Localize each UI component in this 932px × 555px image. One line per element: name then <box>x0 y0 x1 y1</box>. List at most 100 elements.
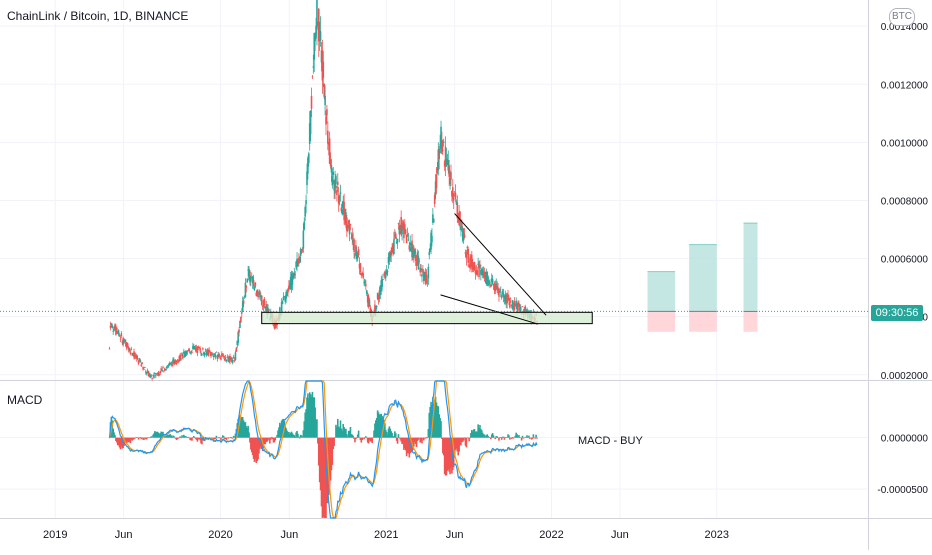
candle-body <box>165 367 168 368</box>
macd-histogram-bar <box>478 428 480 438</box>
candle-body <box>475 270 478 272</box>
candle-body <box>476 270 479 275</box>
macd-histogram-bar <box>108 437 111 439</box>
candle-body <box>136 358 139 359</box>
macd-histogram-bar <box>312 397 315 438</box>
macd-histogram-bar <box>387 428 390 438</box>
macd-histogram-bar <box>367 437 370 444</box>
macd-histogram-bar <box>144 437 147 440</box>
macd-histogram-bar <box>524 437 527 438</box>
candle-body <box>250 277 253 278</box>
macd-histogram-bar <box>322 437 325 517</box>
macd-histogram-bar <box>183 434 185 438</box>
candle-body <box>204 348 207 350</box>
macd-histogram-bar <box>232 435 235 438</box>
candle-body <box>481 273 484 276</box>
macd-histogram-bar <box>414 437 417 444</box>
candle-body <box>192 346 194 349</box>
macd-histogram-bar <box>441 437 443 439</box>
candle-body <box>226 357 229 358</box>
candle-body <box>428 252 431 256</box>
candle-body <box>174 360 177 364</box>
candle-body <box>170 362 172 366</box>
candle-body <box>212 353 214 355</box>
candle-body <box>468 264 470 266</box>
candle-body <box>505 296 508 304</box>
candle-body <box>253 286 256 290</box>
candle-body <box>441 140 443 152</box>
candle-body <box>478 264 480 278</box>
candle-body <box>421 274 423 277</box>
candle-body <box>429 247 431 252</box>
macd-histogram-bar <box>518 435 520 438</box>
candle-body <box>121 341 124 343</box>
candle-body <box>384 271 386 275</box>
macd-histogram-bar <box>149 437 152 438</box>
candle-body <box>250 277 252 282</box>
candle-body <box>214 355 217 358</box>
candle-body <box>272 325 275 326</box>
candle-body <box>449 178 451 185</box>
macd-histogram-bar <box>391 432 393 438</box>
candle-body <box>249 271 251 283</box>
macd-histogram-bar <box>317 437 319 444</box>
candle-body <box>453 195 456 197</box>
macd-histogram-bar <box>169 434 172 438</box>
candle-body <box>154 375 157 377</box>
candle-body <box>147 371 150 377</box>
macd-histogram-bar <box>433 399 436 438</box>
candle-body <box>381 279 383 288</box>
candle-body <box>419 267 421 273</box>
candle-body <box>490 284 492 287</box>
candle-body <box>155 373 158 375</box>
macd-histogram-bar <box>121 437 124 449</box>
candle-body <box>507 294 509 299</box>
candle-body <box>217 353 220 358</box>
candle-body <box>239 320 241 328</box>
candle-body <box>392 245 394 254</box>
candle-body <box>163 370 165 372</box>
macd-histogram-bar <box>145 437 148 440</box>
candle-body <box>264 306 267 310</box>
candle-body <box>450 172 452 180</box>
macd-histogram-bar <box>212 437 215 441</box>
macd-histogram-bar <box>469 437 471 439</box>
macd-histogram-bar <box>255 437 258 463</box>
currency-badge[interactable]: BTC <box>889 8 915 26</box>
macd-histogram-bar <box>213 437 216 439</box>
macd-histogram-bar <box>165 435 168 438</box>
macd-title[interactable]: MACD <box>7 393 43 407</box>
candle-body <box>480 269 483 275</box>
candle-body <box>188 349 191 352</box>
macd-histogram-bar <box>482 434 485 438</box>
candle-body <box>156 372 159 375</box>
candle-body <box>353 239 355 253</box>
candle-body <box>443 161 446 167</box>
candle-body <box>324 95 326 106</box>
macd-histogram-bar <box>531 437 534 439</box>
macd-histogram-bar <box>379 414 382 438</box>
candle-body <box>299 248 302 256</box>
candle-body <box>260 295 262 298</box>
macd-histogram-bar <box>321 437 324 518</box>
macd-histogram-bar <box>218 437 220 438</box>
macd-histogram-bar <box>463 437 466 438</box>
macd-histogram-bar <box>166 434 169 438</box>
candle-body <box>125 342 128 349</box>
candle-body <box>138 358 141 361</box>
candle-body <box>398 227 401 235</box>
macd-histogram-bar <box>164 435 166 438</box>
macd-histogram-bar <box>242 420 245 438</box>
macd-histogram-bar <box>413 437 415 447</box>
candle-body <box>230 356 232 360</box>
macd-histogram-bar <box>308 392 311 438</box>
macd-histogram-bar <box>240 417 243 438</box>
macd-histogram-bar <box>275 436 278 438</box>
candle-body <box>199 347 201 351</box>
time-axis-tick-label: 2021 <box>374 529 398 541</box>
symbol-title[interactable]: ChainLink / Bitcoin, 1D, BINANCE <box>7 9 189 23</box>
candle-body <box>462 233 465 241</box>
candle-body <box>393 239 395 255</box>
